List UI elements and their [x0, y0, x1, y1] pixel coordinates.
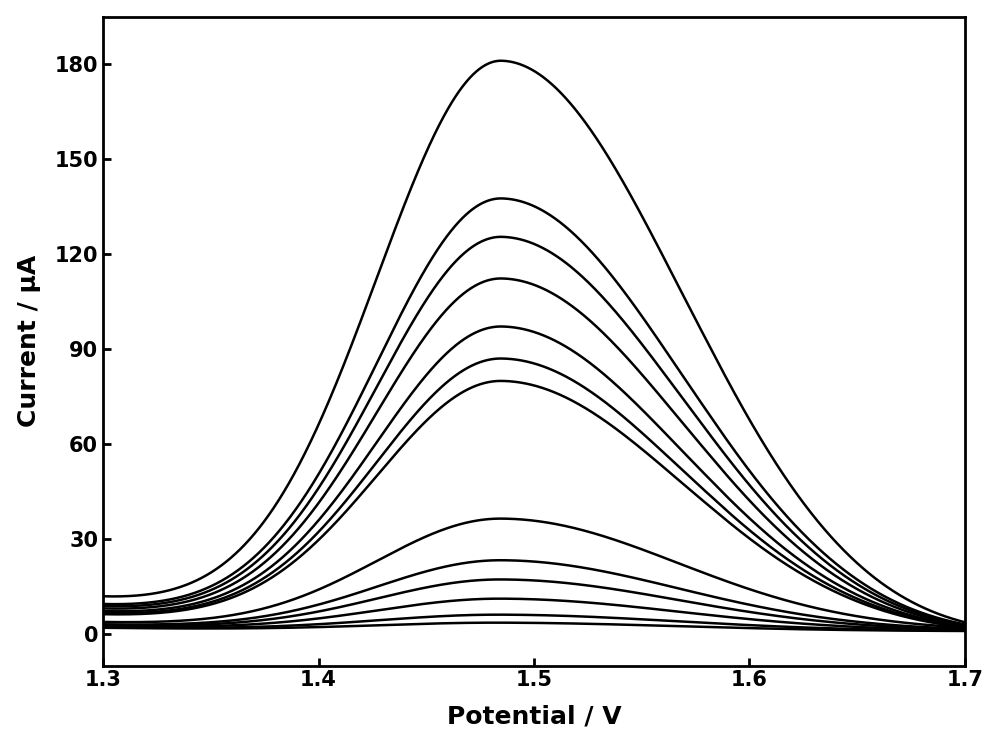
Y-axis label: Current / μA: Current / μA — [17, 255, 41, 427]
X-axis label: Potential / V: Potential / V — [447, 704, 621, 729]
